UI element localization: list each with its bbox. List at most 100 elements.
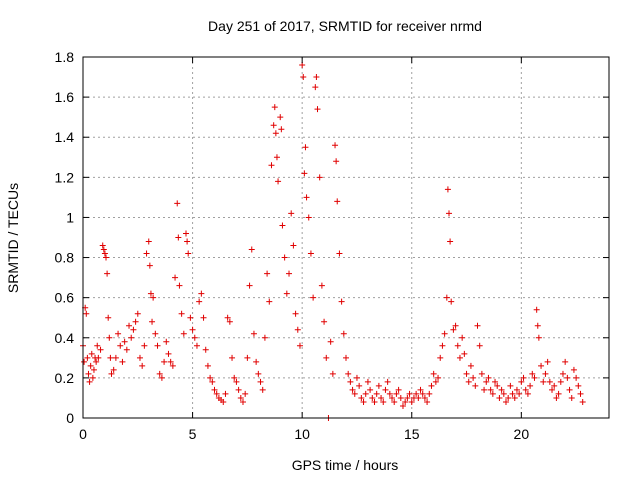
plot-frame [82,56,610,419]
data-point [362,390,369,397]
data-point [367,386,374,393]
data-point [533,306,540,313]
data-point [579,398,586,405]
data-point [334,198,341,205]
data-point [562,358,569,365]
data-point [163,338,170,345]
data-point [476,342,483,349]
data-point [141,342,148,349]
data-point [266,298,273,305]
data-point [281,254,288,261]
data-point [115,330,122,337]
data-point [123,346,130,353]
data-point [456,354,463,361]
data-point [426,390,433,397]
data-point [524,390,531,397]
data-point [172,274,179,281]
data-point [185,250,192,257]
data-point [296,342,303,349]
data-point [301,170,308,177]
data-point [516,390,523,397]
data-point [570,366,577,373]
data-point [220,398,227,405]
data-point [485,374,492,381]
data-point [272,130,279,137]
data-point [202,346,209,353]
data-point [395,386,402,393]
grid [83,57,609,418]
y-tick-label: 1.6 [55,89,75,105]
data-point [95,354,102,361]
data-point [290,242,297,249]
data-point [459,334,466,341]
data-point [307,250,314,257]
data-point [305,214,312,221]
data-point [522,386,529,393]
data-point [336,250,343,257]
data-point [378,394,385,401]
data-point [105,314,112,321]
data-point [183,230,190,237]
data-point [492,378,499,385]
data-point [100,246,107,253]
data-point [551,382,558,389]
data-point [542,370,549,377]
data-point [316,174,323,181]
axis-ticks: 0 0.2 0.4 0.6 0.8 1 1.2 1.4 1.6 1.8 0 5 10 15 20 [55,49,609,442]
data-point [275,178,282,185]
data-point [207,374,214,381]
data-point [119,358,126,365]
data-point [158,374,165,381]
data-point [540,378,547,385]
data-point [110,366,117,373]
data-point [544,358,551,365]
data-point [286,270,293,277]
data-point [303,194,310,201]
data-point [389,394,396,401]
data-point [178,310,185,317]
x-tick-label: 0 [79,426,87,442]
data-point [323,354,330,361]
data-point [441,330,448,337]
data-point [447,238,454,245]
data-point [146,262,153,269]
data-point [132,318,139,325]
data-point [465,378,472,385]
data-point [443,294,450,301]
data-point [222,390,229,397]
data-point [126,322,133,329]
y-tick-label: 0.4 [55,330,75,346]
data-point [450,326,457,333]
y-tick-label: 0.2 [55,370,75,386]
data-point [538,362,545,369]
data-point [349,386,356,393]
data-point [520,374,527,381]
data-point [369,394,376,401]
data-point [531,374,538,381]
data-point [277,114,284,121]
data-point [224,314,231,321]
data-point [549,386,556,393]
data-point [229,354,236,361]
data-point [239,398,246,405]
data-point [419,390,426,397]
data-point [435,374,442,381]
data-point [402,398,409,405]
data-point [204,362,211,369]
x-tick-label: 20 [514,426,530,442]
x-tick-label: 10 [294,426,310,442]
data-point [231,374,238,381]
data-point [415,394,422,401]
data-point [371,398,378,405]
data-point [187,314,194,321]
data-point [496,394,503,401]
data-point [509,390,516,397]
data-point [86,378,93,385]
data-point [279,222,286,229]
data-point [489,390,496,397]
data-point [310,294,317,301]
data-point [174,200,181,207]
data-point [88,350,95,357]
data-point [261,334,268,341]
data-point [83,310,90,317]
